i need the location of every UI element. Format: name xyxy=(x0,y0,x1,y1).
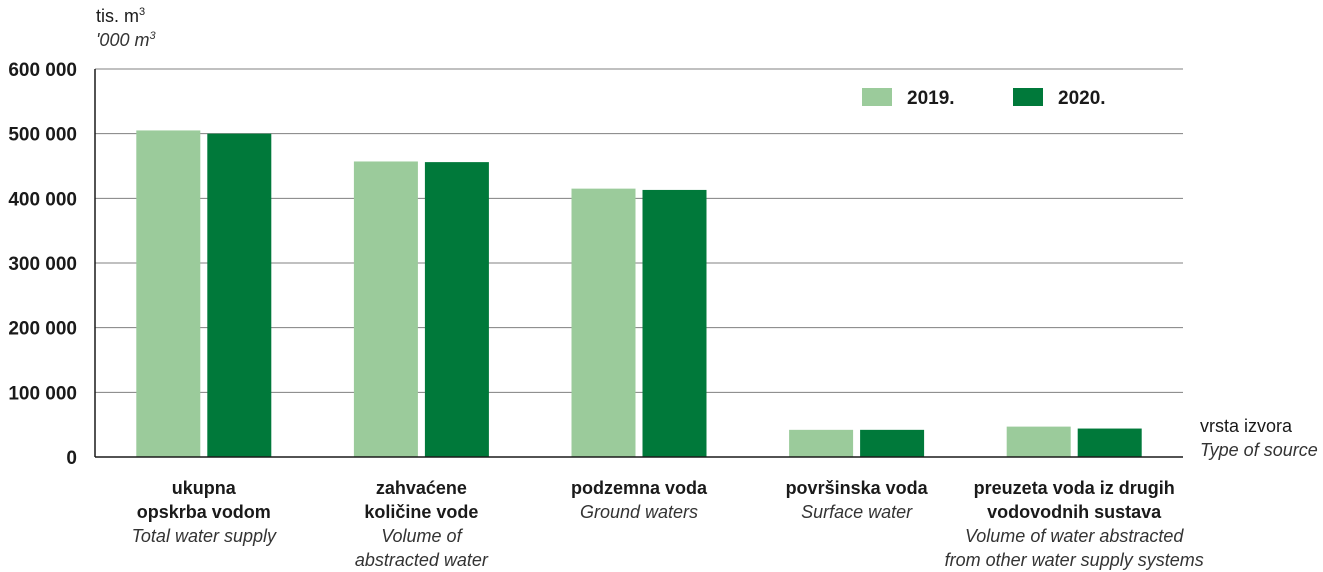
legend-swatch-2019 xyxy=(862,88,892,106)
category-label: zahvaćene količine vode Volume of abstrac… xyxy=(271,476,571,572)
legend-label: 2019. xyxy=(907,88,955,109)
category-label-hr: podzemna voda xyxy=(570,478,708,498)
x-axis-title: vrsta izvora xyxy=(1200,416,1293,436)
category-label: preuzeta voda iz drugih vodovodnih susta… xyxy=(924,476,1224,572)
bar-2020-5 xyxy=(1077,428,1142,457)
bar-2020-3 xyxy=(642,189,707,457)
y-unit-label-en: '000 m3 xyxy=(96,30,156,50)
legend-swatch-2020 xyxy=(1013,88,1043,106)
y-tick-label: 100 000 xyxy=(8,383,77,404)
category-label-en: Volume of abstracted water xyxy=(354,526,488,570)
category-label: podzemna voda Ground waters xyxy=(489,476,789,524)
y-tick-label: 600 000 xyxy=(8,60,77,81)
legend-label: 2020. xyxy=(1058,88,1106,109)
bar-2020-2 xyxy=(424,162,489,457)
category-label-en: Total water supply xyxy=(131,526,276,546)
category-label: površinska voda Surface water xyxy=(707,476,1007,524)
y-unit-label: tis. m3 xyxy=(96,6,146,26)
bar-2019-4 xyxy=(789,429,854,457)
bar-2019-5 xyxy=(1006,426,1071,457)
x-axis-title-en: Type of source xyxy=(1200,440,1318,460)
y-tick-label: 500 000 xyxy=(8,125,77,146)
bar-2019-1 xyxy=(136,130,201,457)
category-label-en: Volume of water abstracted from other wa… xyxy=(944,526,1204,570)
y-tick-label: 300 000 xyxy=(8,254,77,275)
y-tick-label: 0 xyxy=(66,448,77,469)
bar-2020-1 xyxy=(207,133,272,457)
bar-2019-3 xyxy=(571,188,636,457)
category-label-hr: površinska voda xyxy=(785,478,928,498)
category-label-en: Ground waters xyxy=(579,502,699,522)
category-label-hr: preuzeta voda iz drugih vodovodnih susta… xyxy=(973,478,1175,522)
y-tick-label: 200 000 xyxy=(8,319,77,340)
category-label-hr: ukupna opskrba vodom xyxy=(136,478,271,522)
category-label-hr: zahvaćene količine vode xyxy=(364,478,479,522)
bar-2020-4 xyxy=(860,429,925,457)
y-tick-label: 400 000 xyxy=(8,189,77,210)
category-label-en: Surface water xyxy=(801,502,913,522)
category-label: ukupna opskrba vodom Total water supply xyxy=(54,476,354,548)
bar-2019-2 xyxy=(353,161,418,457)
